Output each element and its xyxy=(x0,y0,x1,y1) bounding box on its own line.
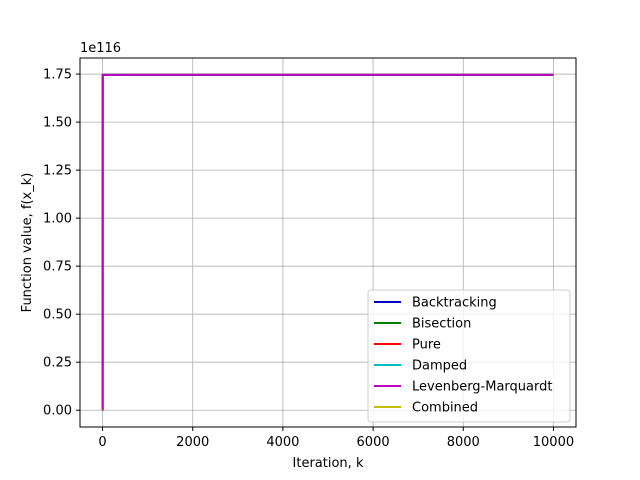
x-tick-label: 8000 xyxy=(447,435,480,450)
legend-label: Damped xyxy=(412,359,467,374)
ticks-layer: 0 2000 4000 6000 8000 10000 0.00 0.25 0.50 0.75 1.… xyxy=(43,68,574,450)
legend-box xyxy=(367,289,571,423)
y-tick-label: 0.25 xyxy=(43,356,72,371)
y-tick-label: 1.25 xyxy=(43,164,72,179)
legend-label: Backtracking xyxy=(412,296,497,311)
series-layer xyxy=(101,73,554,412)
x-axis-label: Iteration, k xyxy=(293,456,364,471)
legend-label: Pure xyxy=(412,338,441,353)
x-tick-label: 4000 xyxy=(266,435,299,450)
y-tick-label: 0.50 xyxy=(43,308,72,323)
y-tick-label: 1.00 xyxy=(43,212,72,227)
y-axis-label: Function value, f(x_k) xyxy=(20,173,35,313)
legend-label: Bisection xyxy=(412,317,471,332)
y-tick-label: 0.75 xyxy=(43,260,72,275)
y-offset-label: 1e116 xyxy=(80,41,121,56)
x-tick-label: 10000 xyxy=(533,435,574,450)
legend: Backtracking Bisection Pure Damped Levenberg… xyxy=(367,289,571,423)
plot-frame xyxy=(79,57,577,428)
x-tick-label: 6000 xyxy=(357,435,390,450)
legend-label: Combined xyxy=(412,401,478,416)
x-tick-label: 2000 xyxy=(176,435,209,450)
y-tick-label: 1.50 xyxy=(43,116,72,131)
legend-label: Levenberg-Marquardt xyxy=(412,380,552,395)
y-tick-label: 1.75 xyxy=(43,68,72,83)
x-tick-label: 0 xyxy=(98,435,106,450)
y-tick-label: 0.00 xyxy=(43,404,72,419)
